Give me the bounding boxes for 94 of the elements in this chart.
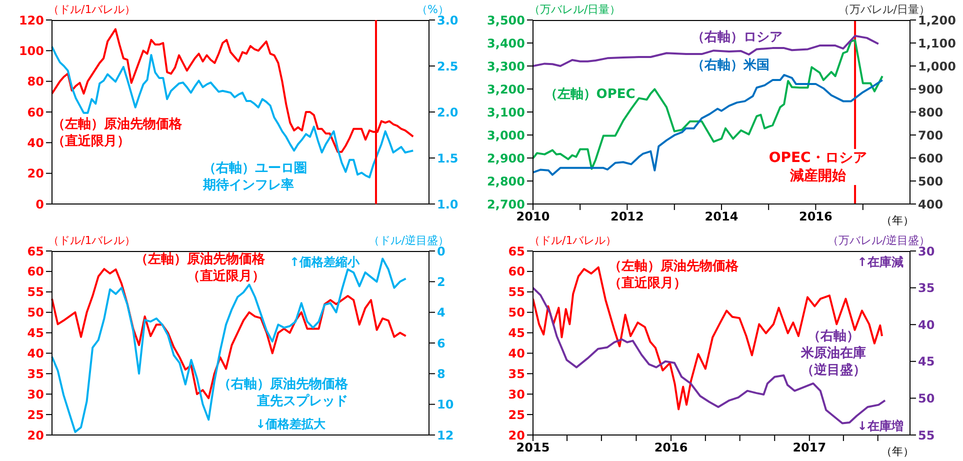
y-axis-title: （万バレル/日量） [529, 2, 621, 17]
y-tick-label: 45 [27, 326, 44, 340]
x-tick-label: 2016 [654, 440, 688, 454]
y-tick-label: 3,200 [487, 82, 525, 96]
y2-tick-label: 1.0 [437, 197, 458, 212]
x-tick-label: 2017 [792, 440, 826, 454]
series-label: （右軸）米原油在庫（逆目盛） [800, 328, 867, 379]
x-tick-label: 2016 [798, 210, 832, 224]
y2-axis-title: （万バレル/逆目盛） [827, 232, 930, 246]
y2-tick-label: 3.0 [437, 13, 458, 28]
series-label: （右軸）ロシア [691, 29, 784, 46]
y-tick-label: 0 [36, 197, 44, 212]
y2-tick-label: 500 [918, 174, 944, 188]
y2-tick-label: 12 [437, 428, 454, 442]
y2-tick-label: 900 [918, 82, 944, 96]
y-tick-label: 40 [27, 346, 44, 360]
y-tick-label: 25 [27, 407, 44, 422]
y2-tick-label: 6 [437, 336, 446, 350]
y-tick-label: 65 [27, 244, 44, 258]
series-label: （左軸）原油先物価格（直近限月） [134, 250, 266, 284]
y-tick-label: 20 [27, 428, 44, 442]
y2-tick-label: 2.5 [437, 59, 458, 74]
y2-tick-label: 45 [918, 354, 935, 368]
annotation: ↓価格差拡大 [256, 416, 326, 434]
series-label: （右軸）原油先物価格直先スプレッド [217, 376, 348, 410]
y2-tick-label: 35 [918, 280, 935, 295]
y2-tick-label: 4 [437, 305, 446, 320]
ref-line-label: OPEC・ロシア減産開始 [766, 148, 869, 185]
y-tick-label: 2,700 [487, 197, 525, 212]
y-tick-label: 60 [508, 264, 525, 278]
y2-tick-label: 400 [918, 197, 944, 212]
y2-tick-label: 1,200 [918, 13, 956, 28]
y2-tick-label: 10 [437, 397, 454, 412]
y-axis-title: （ドル/1バレル） [48, 2, 136, 17]
y-tick-label: 60 [27, 264, 44, 278]
y-tick-label: 2,900 [487, 151, 525, 166]
y-tick-label: 50 [27, 305, 44, 320]
y2-tick-label: 800 [918, 105, 944, 120]
y-tick-label: 40 [27, 136, 44, 150]
series-label: （右軸）ユーロ圏期待インフレ率 [202, 160, 308, 194]
line-series [51, 46, 414, 178]
y2-tick-label: 55 [918, 428, 935, 442]
y2-axis-title: （ドル/逆目盛） [368, 232, 449, 246]
x-tick-label: 2015 [516, 440, 550, 454]
series-label: （左軸）原油先物価格（直近限月） [608, 258, 740, 292]
y2-tick-label: 1,000 [918, 59, 956, 74]
y2-tick-label: 600 [918, 151, 944, 166]
y2-tick-label: 1.5 [437, 151, 458, 166]
y2-axis-title: （万バレル/日量） [838, 2, 930, 16]
y-tick-label: 45 [508, 326, 525, 340]
annotation: ↓在庫増 [857, 418, 904, 435]
y-axis-title: （ドル/1バレル） [529, 232, 617, 248]
y-tick-label: 3,300 [487, 59, 525, 74]
y-tick-label: 20 [508, 428, 525, 442]
line-series [51, 28, 414, 153]
y-tick-label: 20 [27, 166, 44, 181]
series-label: （左軸）原油先物価格（直近限月） [52, 116, 183, 150]
y-tick-label: 3,400 [487, 36, 525, 50]
series-label: （右軸）米国 [691, 56, 770, 74]
y-tick-label: 100 [18, 44, 44, 58]
y-tick-label: 3,000 [487, 128, 525, 142]
y2-tick-label: 8 [437, 366, 446, 380]
y-tick-label: 3,100 [487, 105, 525, 120]
y-tick-label: 3,500 [487, 13, 525, 28]
y2-tick-label: 1,100 [918, 36, 956, 50]
y2-tick-label: 50 [918, 390, 935, 405]
annotation: ↑在庫減 [857, 254, 904, 272]
y-tick-label: 55 [27, 284, 44, 299]
x-tick-label: 2012 [610, 210, 644, 224]
y2-tick-label: 2 [437, 274, 446, 288]
y-tick-label: 30 [27, 386, 44, 401]
y-tick-label: 120 [18, 13, 44, 28]
y-axis-title: （ドル/1バレル） [48, 232, 136, 248]
y-tick-label: 25 [508, 407, 525, 422]
y-tick-label: 30 [508, 386, 525, 401]
y-tick-label: 65 [508, 244, 525, 258]
x-tick-label: 2010 [516, 210, 550, 224]
y-tick-label: 40 [508, 346, 525, 360]
y2-axis-title: （%） [416, 2, 449, 16]
y-tick-label: 55 [508, 284, 525, 299]
y-tick-label: 35 [27, 366, 44, 380]
y-tick-label: 50 [508, 305, 525, 320]
y-tick-label: 60 [27, 105, 44, 120]
y2-tick-label: 2.0 [437, 105, 458, 120]
x-axis-title: （年） [881, 213, 914, 228]
y-tick-label: 35 [508, 366, 525, 380]
annotation: ↑価格差縮小 [290, 254, 360, 272]
y2-tick-label: 40 [918, 317, 935, 332]
y-tick-label: 2,800 [487, 174, 525, 188]
y-tick-label: 80 [27, 74, 44, 89]
x-axis-title: （年） [881, 444, 914, 458]
y2-tick-label: 700 [918, 128, 944, 142]
x-tick-label: 2014 [704, 210, 738, 224]
series-label: （左軸）OPEC [544, 86, 636, 104]
